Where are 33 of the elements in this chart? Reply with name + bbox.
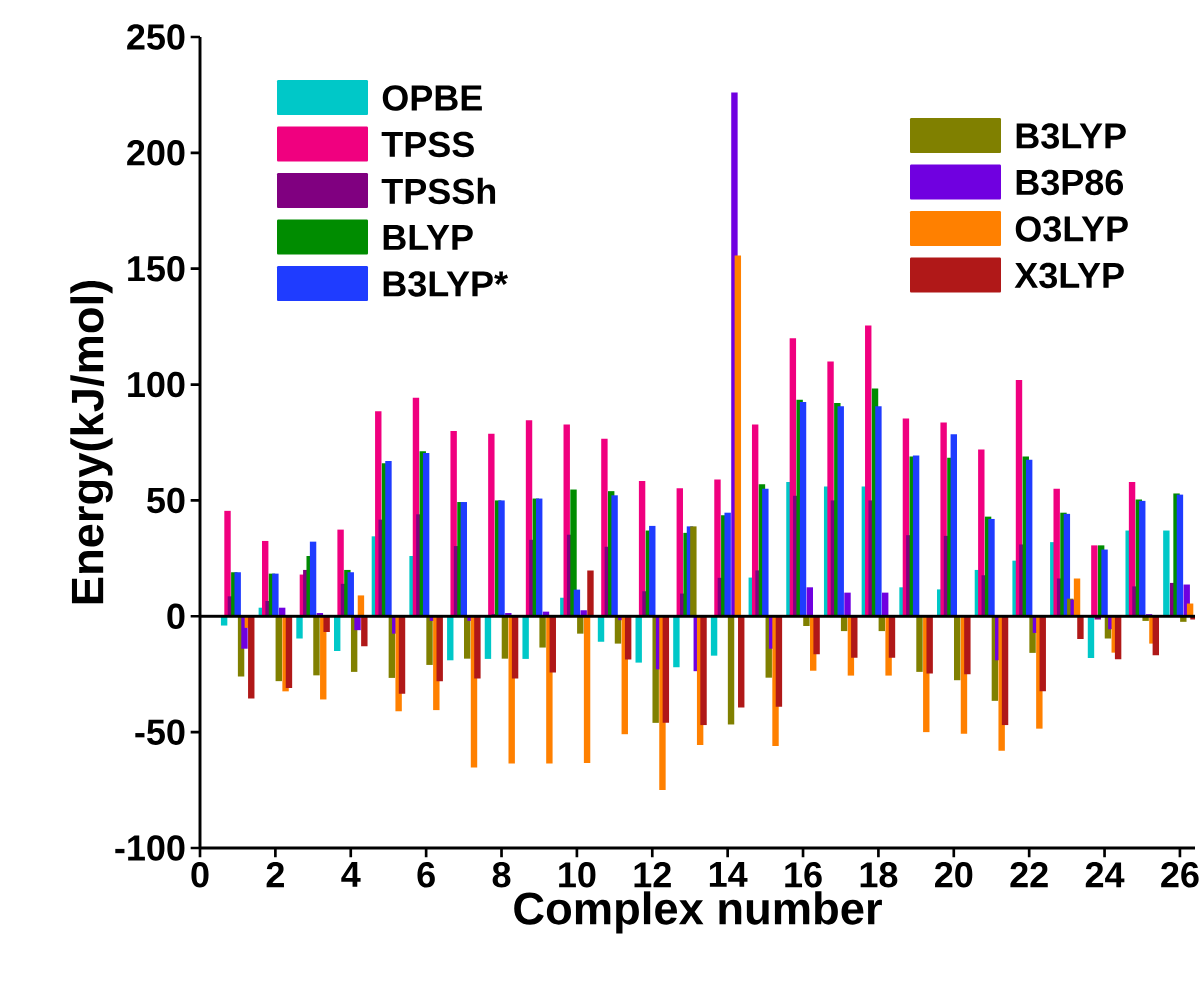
x-tick-label: 18 — [860, 862, 898, 888]
x-tick-label: 12 — [634, 862, 671, 888]
x-tick-label: 26 — [1161, 862, 1199, 888]
x-tick-label: 8 — [492, 862, 511, 888]
legend-label: B3LYP* — [383, 271, 508, 297]
legend-label: TPSS — [381, 131, 474, 158]
y-tick-label: 50 — [147, 487, 185, 514]
y-axis-title: Energy(kJ/mol) — [70, 281, 113, 604]
x-tick-label: 14 — [709, 862, 748, 887]
legend-label: TPSSh — [381, 177, 496, 205]
y-tick-label: 200 — [127, 140, 185, 166]
legend-label: BLYP — [383, 225, 473, 250]
legend-label: O3LYP — [1015, 216, 1128, 242]
y-tick-label: 150 — [128, 255, 185, 282]
y-tick-label: 0 — [167, 603, 185, 630]
legend-label: B3P86 — [1016, 169, 1124, 196]
y-tick-label: 250 — [127, 24, 185, 50]
x-tick-label: 24 — [1085, 862, 1125, 888]
x-tick-label: 10 — [559, 862, 596, 888]
x-tick-label: 22 — [1010, 862, 1048, 888]
x-tick-label: 16 — [785, 862, 822, 888]
legend-label: B3LYP — [1016, 123, 1126, 149]
x-tick-label: 20 — [935, 862, 973, 888]
x-tick-label: 6 — [417, 862, 435, 888]
x-tick-label: 2 — [266, 862, 284, 888]
x-tick-label: 0 — [191, 862, 209, 888]
legend-label: OPBE — [382, 85, 482, 111]
y-tick-label: 100 — [128, 371, 185, 398]
x-axis-title: Complex number — [514, 891, 882, 934]
x-tick-label: 4 — [341, 862, 361, 887]
y-tick-label: -100 — [115, 835, 185, 861]
legend-label: X3LYP — [1014, 262, 1124, 289]
y-tick-label: -50 — [135, 719, 185, 745]
